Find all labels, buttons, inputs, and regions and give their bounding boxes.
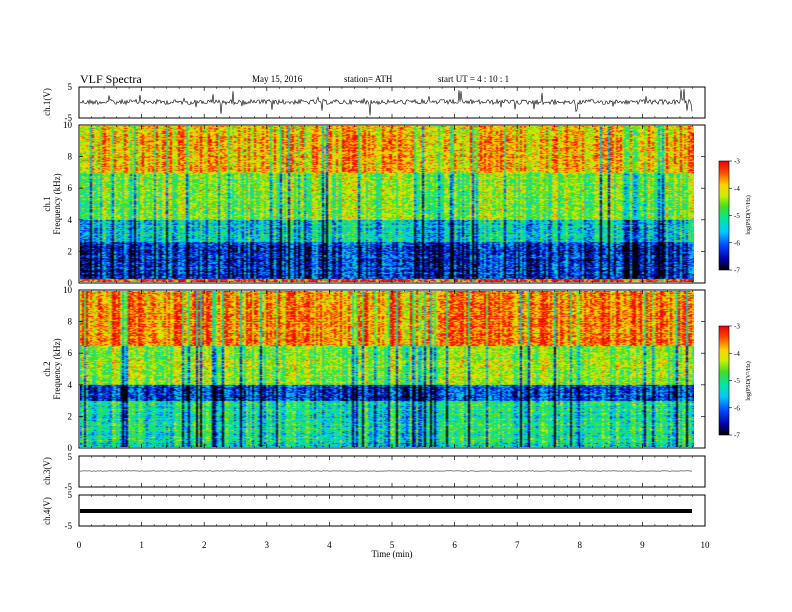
ch2-spectrogram-ylabel-frequency: Frequency (kHz)	[52, 338, 62, 399]
colorbar-tick-label: -7	[734, 267, 740, 275]
ch3-ytick-min: -5	[65, 482, 73, 492]
x-tick-label: 2	[202, 540, 207, 550]
y-tick-label: 4	[68, 380, 73, 390]
time-axis-ticks: 0 1 2 3 4 5 6 7 8 9 10	[77, 87, 710, 550]
y-tick-label: 0	[68, 278, 73, 288]
ch2-spectrogram-yticks: 0 2 4 6 8 10	[63, 285, 705, 453]
x-tick-label: 10	[701, 540, 711, 550]
header-date: May 15, 2016	[252, 74, 303, 84]
header-start-time: start UT = 4 : 10 : 1	[438, 74, 509, 84]
x-tick-label: 6	[452, 540, 457, 550]
x-tick-label: 0	[77, 540, 82, 550]
ch2-spectrogram-ylabel-channel: ch.2	[42, 361, 52, 376]
ch1-spectrogram-image	[80, 126, 694, 282]
x-tick-label: 1	[139, 540, 144, 550]
y-tick-label: 2	[68, 246, 73, 256]
ch2-colorbar: -3 -4 -5 -6 -7 log(PSD(V²/Hz)	[718, 323, 752, 440]
colorbar-tick-label: -7	[734, 432, 740, 440]
colorbar-tick-label: -5	[734, 212, 740, 220]
y-tick-label: 10	[63, 120, 73, 130]
ch4-ytick-max: 5	[68, 490, 73, 500]
ch3-waveform-frame	[78, 455, 706, 488]
ch2-spectrogram-panel	[78, 289, 706, 449]
x-tick-label: 5	[390, 540, 395, 550]
ch1-ytick-max: 5	[68, 82, 73, 92]
time-axis-label: Time (min)	[372, 549, 413, 559]
colorbar-tick-label: -4	[734, 185, 740, 193]
colorbar-tick-label: -6	[734, 404, 740, 412]
ch1-colorbar-label: log(PSD(V²/Hz)	[745, 195, 752, 234]
y-tick-label: 2	[68, 411, 73, 421]
y-tick-label: 8	[68, 317, 73, 327]
colorbar-tick-label: -6	[734, 239, 740, 247]
ch1-ytick-min: -5	[65, 113, 73, 123]
colorbar-tick-label: -3	[734, 158, 740, 166]
ch4-waveform-ylabel: ch.4(V)	[42, 497, 52, 525]
colorbar-tick-label: -4	[734, 350, 740, 358]
x-tick-label: 8	[578, 540, 583, 550]
x-tick-label: 4	[327, 540, 332, 550]
y-tick-label: 6	[68, 183, 73, 193]
y-tick-label: 8	[68, 152, 73, 162]
ch3-waveform-ylabel: ch.3(V)	[42, 457, 52, 485]
ch1-spectrogram-ylabel-frequency: Frequency (kHz)	[52, 173, 62, 234]
colorbar-tick-label: -5	[734, 377, 740, 385]
ch1-waveform-trace	[79, 88, 693, 116]
ch1-spectrogram-ylabel-channel: ch.1	[42, 196, 52, 211]
x-tick-label: 9	[640, 540, 645, 550]
ch3-ytick-max: 5	[68, 452, 73, 462]
header-station: station= ATH	[344, 74, 393, 84]
ch1-waveform-ylabel: ch.1(V)	[42, 88, 52, 116]
x-tick-label: 7	[515, 540, 520, 550]
ch2-colorbar-ticks: -3 -4 -5 -6 -7	[729, 323, 740, 440]
x-tick-label: 3	[265, 540, 270, 550]
colorbar-tick-label: -3	[734, 323, 740, 331]
y-tick-label: 4	[68, 215, 73, 225]
ch4-ytick-min: -5	[65, 521, 73, 531]
ch1-spectrogram-panel	[78, 124, 706, 284]
figure-title: VLF Spectra	[80, 72, 142, 86]
y-tick-label: 10	[63, 285, 73, 295]
ch1-spectrogram-yticks: 0 2 4 6 8 10	[63, 120, 705, 288]
y-tick-label: 0	[68, 443, 73, 453]
ch1-colorbar-ticks: -3 -4 -5 -6 -7	[729, 158, 740, 275]
ch1-colorbar: -3 -4 -5 -6 -7 log(PSD(V²/Hz)	[718, 158, 752, 275]
ch2-spectrogram-image	[80, 291, 694, 447]
ch2-colorbar-label: log(PSD(V²/Hz)	[745, 361, 752, 400]
ch1-colorbar-gradient	[718, 160, 730, 271]
ch2-colorbar-gradient	[718, 325, 730, 436]
y-tick-label: 6	[68, 348, 73, 358]
